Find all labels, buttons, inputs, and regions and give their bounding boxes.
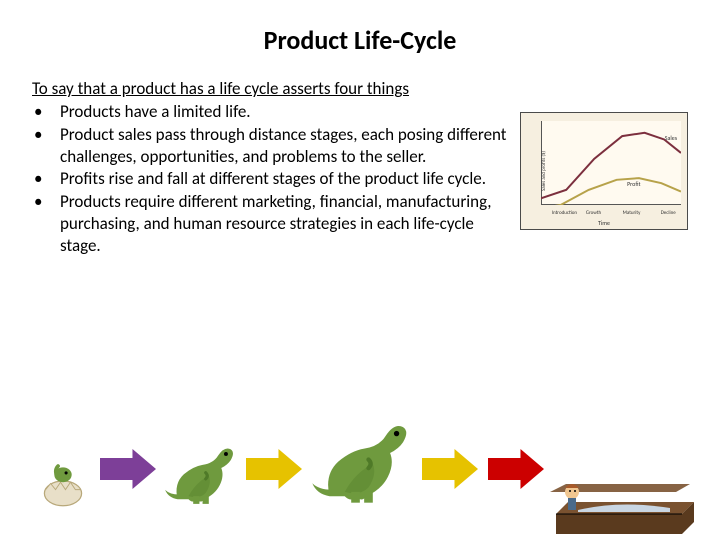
dinosaur-hatchling-icon xyxy=(32,445,94,512)
plc-stage-label: Maturity xyxy=(623,210,641,216)
sales-curve xyxy=(541,133,681,199)
arrow-icon xyxy=(100,449,156,494)
lifecycle-illustration-row xyxy=(32,392,700,512)
bullet-dot: • xyxy=(32,191,60,256)
bullet-dot: • xyxy=(32,168,60,190)
list-item: •Products have a limited life. xyxy=(32,101,514,123)
dinosaur-juvenile-icon xyxy=(162,429,240,512)
arrow-icon xyxy=(246,449,302,494)
slide: Product Life-Cycle To say that a product… xyxy=(0,0,720,540)
plc-chart-container: Sales and profits ($) Time Sales Profit … xyxy=(520,112,688,230)
list-item: •Profits rise and fall at different stag… xyxy=(32,168,514,190)
list-item: •Products require different marketing, f… xyxy=(32,191,514,256)
intro-text: To say that a product has a life cycle a… xyxy=(32,78,514,99)
sales-label: Sales xyxy=(665,134,677,142)
plc-stage-label: Growth xyxy=(586,210,601,216)
coffin-icon xyxy=(550,462,700,512)
plc-svg xyxy=(541,121,681,205)
dinosaur-adult-icon xyxy=(308,399,416,512)
text-column: To say that a product has a life cycle a… xyxy=(32,78,520,257)
arrow-icon xyxy=(422,449,478,494)
profit-label: Profit xyxy=(627,180,640,188)
plc-stage-label: Introduction xyxy=(552,210,577,216)
plc-chart: Sales and profits ($) Time Sales Profit … xyxy=(520,112,688,230)
bullet-list: •Products have a limited life. •Product … xyxy=(32,101,514,256)
list-item: •Product sales pass through distance sta… xyxy=(32,124,514,168)
bullet-text: Profits rise and fall at different stage… xyxy=(60,168,514,190)
plc-y-axis-label: Sales and profits ($) xyxy=(541,151,547,191)
bullet-text: Product sales pass through distance stag… xyxy=(60,124,514,168)
content-row: To say that a product has a life cycle a… xyxy=(32,78,688,257)
page-title: Product Life-Cycle xyxy=(32,24,688,56)
bullet-dot: • xyxy=(32,124,60,168)
bullet-text: Products have a limited life. xyxy=(60,101,514,123)
bullet-text: Products require different marketing, fi… xyxy=(60,191,514,256)
plc-x-axis-label: Time xyxy=(521,219,687,227)
bullet-dot: • xyxy=(32,101,60,123)
arrow-icon xyxy=(488,449,544,494)
plc-stage-label: Decline xyxy=(661,210,676,216)
